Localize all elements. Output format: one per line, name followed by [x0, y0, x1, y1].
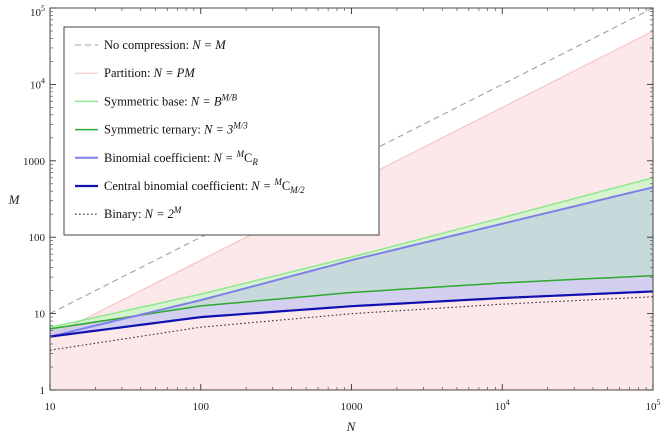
- y-tick-label: 10: [34, 309, 46, 321]
- legend-label-partition: Partition: N = PM: [104, 66, 195, 80]
- legend-label-nocomp: No compression: N = M: [104, 38, 226, 52]
- y-tick-label: 1000: [23, 156, 46, 168]
- y-tick-label: 1: [40, 385, 46, 397]
- legend-label-central: Central binomial coefficient: N = MCM/2: [104, 177, 305, 195]
- x-axis-label: N: [346, 419, 357, 434]
- legend: No compression: N = M Partition: N = PM Sy…: [63, 26, 380, 236]
- series-line-nocomp: [50, 8, 653, 315]
- x-tick-label: 1000: [341, 401, 364, 413]
- y-tick-label: 104: [30, 76, 45, 91]
- x-tick-label: 105: [646, 398, 661, 413]
- x-tick-label: 10: [45, 401, 57, 413]
- x-tick-label: 100: [193, 401, 210, 413]
- y-tick-label: 100: [29, 232, 46, 244]
- x-tick-label: 104: [495, 398, 510, 413]
- legend-label-binary: Binary: N = 2M: [104, 205, 182, 221]
- series-line-central: [50, 290, 653, 338]
- legend-label-binomial: Binomial coefficient: N = MCR: [104, 149, 258, 167]
- legend-label-symbase: Symmetric base: N = BM/B: [104, 92, 237, 108]
- legend-label-symternary: Symmetric ternary: N = 3M/3: [104, 121, 248, 137]
- series-line-binomial: [50, 186, 653, 338]
- legend-box: [63, 26, 380, 236]
- y-tick-label: 105: [30, 4, 45, 19]
- series-line-binary: [50, 296, 653, 351]
- series-line-symternary: [50, 274, 653, 330]
- y-axis-label: M: [8, 192, 21, 207]
- series-line-symbase: [50, 177, 653, 329]
